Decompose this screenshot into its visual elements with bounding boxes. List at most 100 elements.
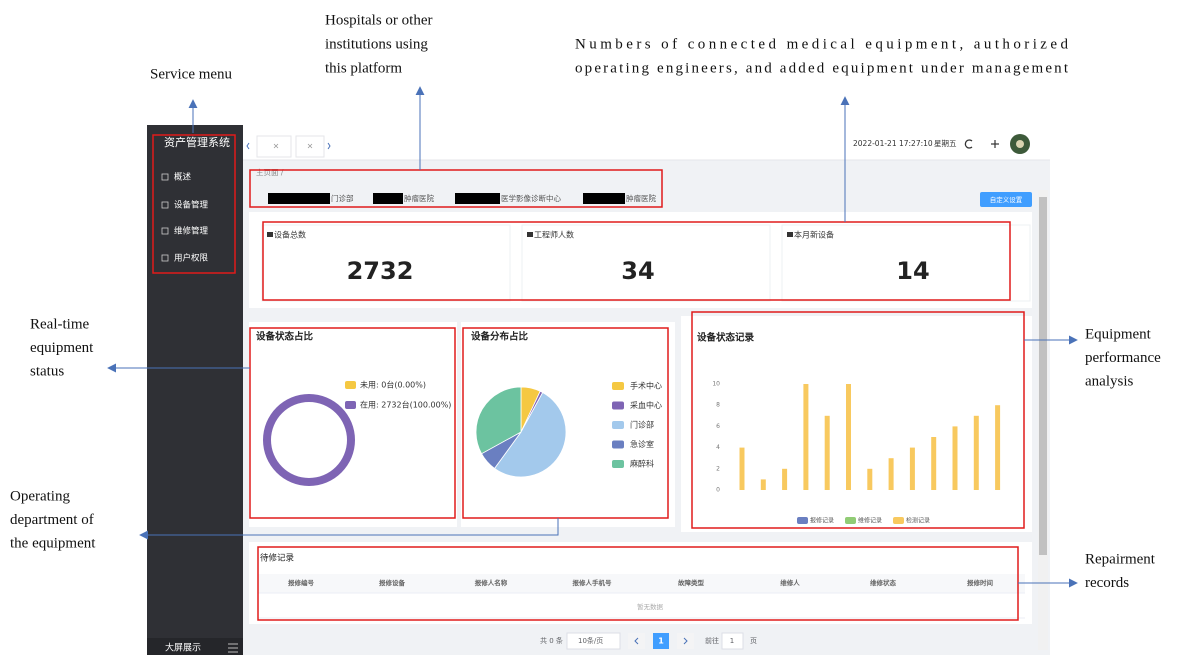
column-header: 报修人名称 (475, 578, 508, 587)
legend-swatch (612, 402, 624, 410)
breadcrumb: 主页面 / (256, 167, 284, 177)
legend-swatch (893, 517, 904, 524)
legend-label: 维修记录 (858, 517, 882, 525)
annotation-text: institutions using (325, 36, 428, 52)
legend-swatch (345, 401, 356, 409)
annotation-text: department of (10, 512, 94, 528)
legend-label: 麻醉科 (630, 459, 654, 469)
institution-tab[interactable]: 肿瘤医院 (404, 193, 434, 203)
legend-label: 急诊室 (630, 439, 654, 449)
stat-icon (787, 232, 793, 237)
bar (846, 384, 851, 490)
column-header: 维修人 (780, 578, 800, 587)
goto-label: 前往 (705, 636, 719, 645)
annotation-text: equipment (30, 340, 94, 356)
annotation-text: Numbers of connected medical equipment, … (575, 36, 1069, 52)
column-header: 报修编号 (288, 578, 315, 587)
bar (740, 448, 745, 490)
menu-item[interactable]: 维修管理 (174, 226, 209, 237)
stat-value: 34 (621, 257, 654, 285)
goto-value: 1 (730, 637, 734, 645)
legend-label: 门诊部 (630, 420, 654, 430)
y-tick-label: 10 (712, 381, 720, 388)
current-page: 1 (658, 637, 664, 646)
tab[interactable] (257, 136, 291, 157)
stat-label: 设备总数 (274, 230, 306, 240)
legend-swatch (797, 517, 808, 524)
page: Service menu Hospitals or other institutio… (0, 0, 1196, 655)
annotation-text: Repairment (1085, 551, 1156, 567)
annotation-text: Operating (10, 488, 70, 504)
legend-swatch (345, 381, 356, 389)
y-tick-label: 0 (716, 487, 720, 494)
records-chart-panel (681, 316, 1032, 532)
scrollbar-thumb[interactable] (1039, 197, 1047, 555)
menu-item[interactable]: 设备管理 (174, 200, 209, 211)
legend-label: 检测记录 (906, 517, 930, 525)
bar (995, 405, 1000, 490)
chart-title: 设备状态记录 (697, 332, 755, 344)
redacted-name (455, 193, 500, 204)
annotation-text: the equipment (10, 535, 96, 551)
chart-title: 设备状态占比 (256, 331, 314, 343)
column-header: 维修状态 (870, 578, 897, 587)
legend-swatch (612, 421, 624, 429)
bar (803, 384, 808, 490)
y-tick-label: 8 (716, 402, 720, 409)
annotation-text: Service menu (150, 66, 233, 82)
prev-page[interactable] (628, 633, 645, 649)
annotation-text: Real-time (30, 316, 89, 332)
stat-label: 工程师人数 (534, 230, 574, 240)
stat-value: 14 (896, 257, 929, 285)
annotation-text: status (30, 363, 64, 379)
annotation-text: records (1085, 575, 1129, 591)
annotation-text: Hospitals or other (325, 12, 432, 28)
table-title: 待修记录 (260, 553, 295, 564)
annotation-text: performance (1085, 350, 1161, 366)
custom-button-label: 自定义设置 (990, 195, 1023, 204)
redacted-name (268, 193, 330, 204)
column-header: 报修设备 (379, 578, 406, 587)
table-empty: 暂无数据 (637, 602, 664, 611)
bar (867, 469, 872, 490)
stat-label: 本月新设备 (794, 230, 834, 240)
annotation-text: operating engineers, and added equipment… (575, 60, 1069, 76)
legend-swatch (612, 441, 624, 449)
legend-label: 采血中心 (630, 400, 662, 410)
institution-tab[interactable]: 肿瘤医院 (626, 193, 656, 203)
menu-item[interactable]: 用户权限 (174, 253, 209, 264)
legend-label: 在用: 2732台(100.00%) (360, 400, 451, 410)
annotation-text: Equipment (1085, 326, 1152, 342)
column-header: 报修时间 (967, 578, 994, 587)
page-size: 10条/页 (578, 636, 603, 645)
avatar-inner (1016, 140, 1024, 148)
annotation-text: analysis (1085, 373, 1133, 389)
status-chart-panel (249, 322, 457, 527)
annotation-text: this platform (325, 60, 402, 76)
y-tick-label: 6 (716, 423, 720, 430)
menu-item[interactable]: 概述 (174, 172, 192, 183)
pagination-total: 共 0 条 (540, 636, 563, 645)
institution-tab[interactable]: 医学影像诊断中心 (501, 193, 561, 203)
next-page[interactable] (677, 633, 694, 649)
bar (974, 416, 979, 490)
chart-title: 设备分布占比 (471, 331, 529, 343)
y-tick-label: 2 (716, 465, 720, 472)
bar (910, 448, 915, 490)
column-header: 故障类型 (678, 578, 705, 587)
legend-swatch (612, 460, 624, 468)
bar (782, 469, 787, 490)
datetime: 2022-01-21 17:27:10 (853, 139, 933, 148)
institution-tab[interactable]: 门诊部 (331, 193, 354, 203)
redacted-name (373, 193, 403, 204)
legend-label: 手术中心 (630, 381, 662, 391)
sidebar-footer-label[interactable]: 大屏展示 (165, 642, 201, 654)
bar (953, 426, 958, 490)
legend-label: 未用: 0台(0.00%) (360, 380, 426, 390)
bar (931, 437, 936, 490)
stat-value: 2732 (347, 257, 414, 285)
bar (889, 458, 894, 490)
bar (825, 416, 830, 490)
stat-icon (527, 232, 533, 237)
weekday: 星期五 (934, 139, 957, 148)
